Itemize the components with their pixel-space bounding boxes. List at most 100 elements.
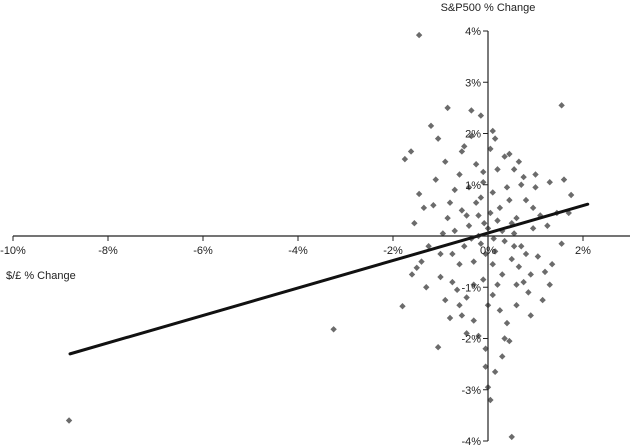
scatter-point: [480, 168, 487, 176]
scatter-point: [560, 176, 568, 183]
scatter-point: [506, 150, 513, 158]
scatter-point: [401, 155, 409, 163]
scatter-point: [468, 107, 475, 114]
scatter-point: [487, 209, 494, 217]
scatter-point: [548, 260, 556, 268]
scatter-point: [413, 264, 420, 271]
scatter-point: [482, 363, 489, 370]
scatter-point: [494, 166, 501, 173]
scatter-point: [408, 271, 416, 278]
scatter-point: [489, 260, 496, 268]
scatter-point: [423, 284, 430, 291]
scatter-point: [442, 158, 449, 165]
scatter-point: [522, 250, 530, 258]
scatter-point: [407, 148, 415, 155]
scatter-point: [477, 112, 485, 119]
y-tick-label: 1%: [465, 180, 481, 192]
y-tick-label: -2%: [461, 334, 481, 346]
scatter-point: [480, 276, 487, 283]
scatter-point: [499, 353, 506, 360]
scatter-point: [539, 296, 546, 304]
scatter-point: [456, 171, 463, 178]
scatter-point: [503, 319, 511, 327]
y-axis-ticks: -4% -3% -2% -1% 1% 2% 3% 4%: [461, 26, 488, 447]
scatter-point: [506, 337, 513, 345]
scatter-point: [513, 281, 520, 288]
x-tick-label: -10%: [0, 245, 26, 257]
scatter-point: [503, 184, 511, 191]
scatter-point: [518, 243, 525, 250]
x-tick-label: 0%: [480, 245, 496, 257]
scatter-point: [439, 230, 447, 237]
scatter-point: [487, 145, 494, 153]
scatter-point: [513, 301, 520, 309]
y-tick-label: -3%: [461, 385, 481, 397]
scatter-point: [430, 202, 437, 209]
y-tick-label: 3%: [465, 77, 481, 89]
scatter-point: [475, 212, 482, 219]
scatter-point: [532, 171, 539, 178]
scatter-point: [477, 194, 485, 201]
scatter-point: [470, 281, 477, 288]
y-tick-label: 4%: [465, 26, 481, 38]
scatter-point: [418, 258, 425, 265]
scatter-point: [463, 212, 470, 219]
scatter-point: [522, 196, 530, 204]
scatter-point: [501, 335, 508, 342]
scatter-point: [544, 222, 551, 229]
scatter-point: [468, 132, 475, 140]
scatter-point: [420, 204, 428, 212]
scatter-point: [532, 184, 539, 191]
scatter-point: [458, 148, 466, 155]
scatter-point: [453, 286, 461, 294]
scatter-point: [489, 291, 496, 299]
x-tick-label: -2%: [383, 245, 403, 257]
scatter-point: [470, 258, 477, 265]
scatter-point: [510, 243, 518, 250]
x-tick-label: 2%: [575, 245, 591, 257]
scatter-point: [527, 271, 534, 278]
scatter-point: [434, 344, 442, 351]
scatter-point: [494, 217, 501, 224]
scatter-point: [415, 31, 423, 39]
scatter-point: [510, 230, 518, 237]
scatter-point: [451, 227, 458, 235]
data-points: [65, 31, 575, 441]
scatter-point: [442, 296, 449, 304]
scatter-point: [525, 289, 532, 296]
scatter-point: [496, 204, 504, 212]
scatter-point: [527, 312, 534, 319]
scatter-point: [461, 243, 468, 250]
scatter-point: [415, 190, 423, 198]
scatter-point: [506, 196, 513, 204]
scatter-point: [475, 332, 482, 340]
x-axis-ticks: -10% -8% -6% -4% -2% 0% 2%: [0, 236, 591, 257]
scatter-point: [546, 281, 553, 288]
scatter-point: [567, 191, 575, 199]
scatter-point: [425, 243, 432, 250]
scatter-point: [489, 127, 496, 135]
scatter-point: [520, 173, 527, 181]
scatter-point: [496, 307, 504, 314]
y-axis-title: S&P500 % Change: [441, 2, 536, 14]
scatter-point: [534, 253, 542, 260]
scatter-point: [472, 161, 480, 168]
scatter-point: [499, 227, 506, 235]
y-tick-label: -1%: [461, 282, 481, 294]
scatter-point: [515, 158, 523, 165]
scatter-point: [529, 225, 537, 232]
scatter-point: [541, 268, 549, 276]
x-axis-title: $/£ % Change: [6, 270, 76, 282]
scatter-point: [330, 326, 337, 333]
scatter-point: [411, 219, 418, 227]
x-tick-label: -4%: [288, 245, 308, 257]
scatter-point: [494, 281, 501, 288]
scatter-point: [463, 294, 470, 301]
scatter-point: [499, 271, 506, 278]
scatter-point: [456, 301, 463, 309]
scatter-point: [437, 250, 444, 258]
scatter-point: [446, 314, 454, 322]
scatter-point: [458, 312, 466, 319]
scatter-point: [465, 184, 473, 191]
